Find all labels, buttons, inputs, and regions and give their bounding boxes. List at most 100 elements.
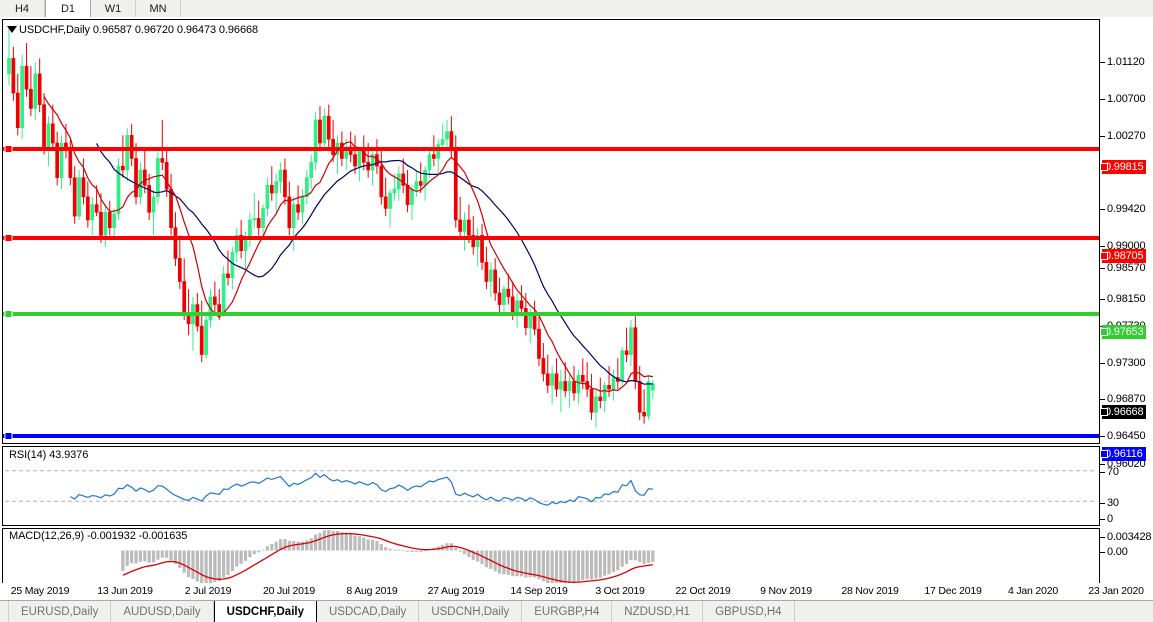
candlestick (392, 173, 397, 201)
candlestick (497, 277, 502, 313)
candlestick (651, 379, 655, 399)
timeframe-button-mn[interactable]: MN (136, 0, 181, 17)
price-scale-label: 0.96870 (1107, 393, 1146, 405)
candlestick (537, 316, 541, 367)
macd-histogram-bar (576, 550, 580, 582)
rsi-line (70, 472, 653, 506)
macd-histogram-bar (248, 550, 252, 558)
resistance-level-2-handle[interactable] (4, 234, 13, 242)
macd-histogram-bar (292, 541, 296, 551)
chart-menu-caret-icon[interactable] (7, 26, 17, 33)
symbol-tab-label: USDCNH,Daily (431, 606, 510, 618)
candlestick (46, 116, 51, 167)
support-level-green-handle[interactable] (1100, 328, 1108, 336)
price-scale-label: 1.00270 (1107, 130, 1146, 142)
candlestick (134, 143, 138, 205)
scale-tick-mark (1100, 436, 1105, 437)
macd-histogram-bar (638, 550, 642, 563)
candlestick (147, 173, 152, 220)
macd-histogram-bar (423, 550, 427, 552)
price-scale-column[interactable]: 1.01120 1.00700 1.00270 0.99420 0.99000 0.985… (1100, 17, 1153, 601)
candlestick (313, 112, 318, 170)
macd-histogram-bar (603, 550, 607, 576)
symbol-tab-gbpusd[interactable]: GBPUSD,H4 (703, 601, 795, 622)
timeframe-toolbar-spacer (181, 0, 1153, 17)
macd-histogram-bar (524, 550, 528, 578)
scale-tick-mark (1100, 399, 1105, 400)
resistance-level-1[interactable]: 0.99815 (1102, 160, 1147, 174)
resistance-level-2[interactable]: 0.98705 (1102, 249, 1147, 263)
candlestick (112, 208, 116, 240)
candlestick (484, 246, 489, 290)
candlestick (304, 169, 309, 205)
chart-frame: USDCHF,Daily 0.96587 0.96720 0.96473 0.9… (0, 17, 1153, 601)
macd-histogram-bar (121, 550, 125, 571)
support-level-green-handle[interactable] (4, 310, 13, 318)
macd-histogram-bar (357, 536, 361, 551)
macd-histogram-bar (265, 546, 270, 551)
price-scale-label: 1.01120 (1107, 56, 1145, 68)
timeframe-button-h4[interactable]: H4 (0, 0, 45, 17)
macd-histogram-bar (222, 550, 226, 578)
price-scale-label: 30 (1107, 497, 1119, 509)
support-level-blue-handle[interactable] (4, 432, 13, 440)
candlestick (59, 135, 64, 190)
candlestick (576, 369, 581, 405)
resistance-level-1-handle[interactable] (4, 145, 13, 153)
macd-histogram-bar (629, 550, 633, 561)
macd-histogram-bar (476, 550, 480, 562)
symbol-tab-label: NZDUSD,H1 (624, 606, 691, 618)
macd-histogram-bar (410, 550, 414, 553)
macd-histogram-bar (454, 547, 458, 551)
symbol-tab-eurusd[interactable]: EURUSD,Daily (8, 601, 112, 622)
symbol-tab-bar: EURUSD,Daily AUDUSD,Daily USDCHF,Daily USDC… (0, 600, 1153, 622)
candlestick (541, 343, 546, 382)
macd-histogram-bar (147, 550, 151, 563)
symbol-tab-usdcad[interactable]: USDCAD,Daily (316, 601, 420, 622)
candlestick (7, 27, 11, 86)
macd-histogram-bar (349, 533, 353, 551)
support-level-blue-handle[interactable] (1100, 450, 1108, 458)
current-price-chip-handle[interactable] (1100, 408, 1108, 416)
macd-histogram-bar (138, 550, 142, 562)
candlestick (68, 139, 73, 186)
price-chart-pane[interactable]: USDCHF,Daily 0.96587 0.96720 0.96473 0.9… (2, 19, 1100, 444)
timeframe-button-d1[interactable]: D1 (45, 0, 91, 17)
symbol-tab-usdchf[interactable]: USDCHF,Daily (213, 601, 317, 622)
current-price-chip[interactable]: 0.96668 (1102, 405, 1147, 419)
macd-histogram-bar (186, 550, 191, 578)
candlestick (602, 381, 607, 413)
candlestick (589, 373, 594, 420)
macd-histogram-bar (353, 535, 357, 551)
resistance-level-2-handle[interactable] (1100, 252, 1108, 260)
date-axis-tick: 17 Dec 2019 (924, 585, 982, 597)
macd-pane-title: MACD(12,26,9) -0.001932 -0.001635 (9, 530, 188, 542)
price-scale-label: 0.98570 (1107, 262, 1146, 274)
symbol-tab-label: EURUSD,Daily (21, 606, 99, 618)
symbol-tab-usdcnh[interactable]: USDCNH,Daily (419, 601, 523, 622)
macd-histogram-bar (200, 550, 204, 585)
resistance-level-1-handle[interactable] (1100, 163, 1108, 171)
candlestick (230, 246, 235, 290)
rsi-indicator-pane[interactable]: RSI(14) 43.9376 (2, 446, 1100, 526)
candlestick (252, 193, 257, 228)
support-level-green[interactable]: 0.97653 (1102, 325, 1147, 339)
candlestick (502, 285, 506, 317)
macd-histogram-bar (646, 550, 651, 563)
candlestick (375, 139, 379, 174)
macd-histogram-bar (471, 550, 475, 560)
symbol-tab-nzdusd[interactable]: NZDUSD,H1 (612, 601, 704, 622)
candlestick (269, 166, 274, 201)
support-level-blue[interactable]: 0.96116 (1102, 447, 1146, 461)
symbol-tab-audusd[interactable]: AUDUSD,Daily (111, 601, 214, 622)
candlestick (221, 266, 226, 317)
macd-histogram-bar (458, 550, 462, 552)
candlestick (580, 358, 585, 390)
symbol-tab-label: USDCAD,Daily (328, 606, 407, 618)
timeframe-button-w1[interactable]: W1 (91, 0, 136, 17)
macd-histogram-bar (208, 550, 213, 584)
scale-tick-mark (1100, 62, 1105, 63)
macd-signal-line (122, 532, 653, 583)
macd-histogram-bar (462, 550, 467, 555)
symbol-tab-eurgbp[interactable]: EURGBP,H4 (522, 601, 613, 622)
